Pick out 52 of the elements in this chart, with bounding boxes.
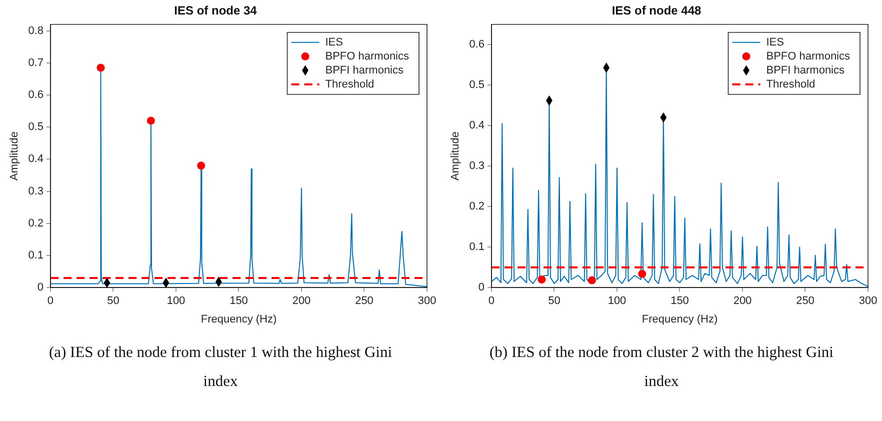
x-tick-label: 50 <box>107 295 120 308</box>
x-tick-label: 200 <box>292 295 311 308</box>
y-tick-label: 0 <box>478 282 484 294</box>
x-axis-title: Frequency (Hz) <box>200 313 277 326</box>
point <box>146 116 155 125</box>
y-tick-label: 0.1 <box>469 241 484 254</box>
text: (a) IES of the node from cluster 1 with the highest Gini index <box>48 343 394 392</box>
point <box>638 270 646 278</box>
y-tick-label: 0.4 <box>469 120 484 132</box>
y-tick-label: 0.6 <box>28 89 44 102</box>
legend-label: IES <box>766 36 784 48</box>
chart-title: IES of node 448 <box>612 4 702 18</box>
y-tick-label: 0 <box>37 282 44 294</box>
x-axis-title: Frequency (Hz) <box>642 313 718 326</box>
point <box>96 64 105 72</box>
legend-label: BPFO harmonics <box>325 50 410 62</box>
y-tick-label: 0.2 <box>28 217 44 230</box>
x-tick-label: 100 <box>608 295 626 308</box>
text: (b) IES of the node from cluster 2 with the highest Gini index <box>488 343 834 392</box>
y-tick-label: 0.4 <box>28 153 44 166</box>
x-tick-label: 250 <box>796 295 814 308</box>
x-tick-label: 0 <box>47 295 54 308</box>
y-tick-label: 0.3 <box>469 160 484 172</box>
x-tick-label: 150 <box>670 295 689 308</box>
y-tick-label: 0.3 <box>28 185 44 198</box>
x-tick-label: 250 <box>355 295 374 308</box>
x-tick-label: 150 <box>230 295 248 308</box>
x-tick-label: 0 <box>488 295 495 308</box>
legend-label: BPFO harmonics <box>766 50 850 62</box>
legend-label: Threshold <box>325 78 374 90</box>
y-tick-label: 0.2 <box>469 200 484 213</box>
x-tick-label: 100 <box>166 295 186 308</box>
point <box>588 276 596 284</box>
point <box>197 162 206 170</box>
y-axis-title: Amplitude <box>8 132 21 180</box>
x-tick-label: 50 <box>548 295 560 308</box>
legend-label: IES <box>325 36 343 48</box>
y-tick-label: 0.5 <box>469 79 484 92</box>
y-tick-label: 0.7 <box>28 56 44 69</box>
y-tick-label: 0.5 <box>28 121 44 134</box>
x-tick-label: 300 <box>858 295 878 308</box>
x-tick-label: 200 <box>733 295 752 308</box>
point <box>538 276 546 284</box>
legend-label: BPFI harmonics <box>325 64 404 76</box>
legend-label: Threshold <box>766 78 816 90</box>
x-tick-label: 300 <box>418 295 436 308</box>
y-tick-label: 0.6 <box>469 38 484 51</box>
chart-title: IES of node 34 <box>174 4 258 18</box>
legend-label: BPFI harmonics <box>766 64 845 76</box>
y-tick-label: 0.8 <box>28 24 44 37</box>
y-tick-label: 0.1 <box>28 250 44 262</box>
y-axis-title: Amplitude <box>450 132 462 180</box>
